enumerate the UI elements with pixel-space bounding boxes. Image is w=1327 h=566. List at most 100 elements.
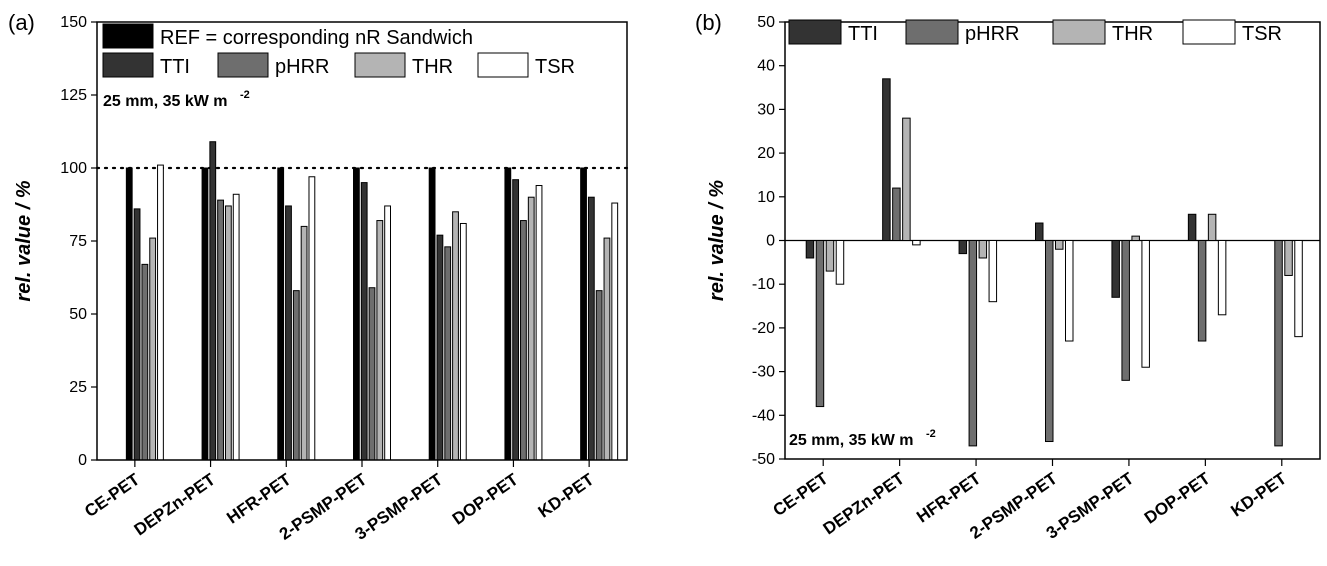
panel-label-b: (b) [695,10,722,35]
bar-a-hfr-pet-phrr [292,290,300,461]
y-tick-label-a: 150 [60,14,87,31]
legend-label-ref: REF = corresponding nR Sandwich [160,27,473,49]
bar-b-2-psmp-pet-phrr [1045,240,1054,443]
bar-a-2-psmp-pet-phrr [368,287,376,461]
bar-a-hfr-pet-thr [300,225,308,461]
x-tick-label-a-ce-pet: CE-PET [81,469,143,521]
y-tick-label-b: -30 [752,364,775,381]
y-tick-label-a: 100 [60,160,87,177]
bar-b-depzn-pet-thr [902,117,911,241]
bar-b-hfr-pet-tti [958,240,968,255]
bar-a-ce-pet-tsr [157,164,164,461]
annotation-a: 25 mm, 35 kW m [103,93,228,110]
bar-a-hfr-pet-ref [277,167,285,461]
bar-a-dop-pet-phrr [520,220,527,461]
y-tick-label-b: 50 [757,14,775,31]
x-tick-label-a-dop-pet: DOP-PET [449,469,522,528]
bar-a-ce-pet-phrr [141,263,149,461]
legend-swatch-b-tti [788,19,842,45]
bar-a-depzn-pet-tsr [232,193,240,461]
bar-a-depzn-pet-thr [224,205,232,461]
legend-swatch-b-phrr [905,19,959,45]
bar-b-depzn-pet-tti [882,78,891,241]
bar-a-2-psmp-pet-thr [376,220,384,461]
bar-a-dop-pet-tsr [535,185,543,461]
x-tick-label-b-depzn-pet: DEPZn-PET [820,468,909,538]
annotation-a-sup: -2 [240,89,250,101]
bar-a-hfr-pet-tsr [308,176,316,461]
x-tick-label-b-ce-pet: CE-PET [770,468,832,520]
x-tick-label-b-dop-pet: DOP-PET [1141,468,1214,527]
legend-label-b-thr: THR [1112,23,1153,45]
bar-b-2-psmp-pet-thr [1055,240,1064,250]
bar-b-depzn-pet-tsr [912,240,921,246]
bar-a-3-psmp-pet-thr [452,211,459,461]
bar-a-2-psmp-pet-tti [360,182,368,461]
y-tick-label-a: 75 [69,233,87,250]
bar-b-dop-pet-tti [1187,213,1197,241]
bar-b-hfr-pet-phrr [968,240,978,447]
bar-a-depzn-pet-ref [201,167,209,461]
bar-b-2-psmp-pet-tsr [1065,240,1074,342]
legend-swatch-b-tsr [1182,19,1236,45]
y-tick-label-b: -40 [752,407,775,424]
chart-a: (a)rel. value / %0255075100125150CE-PETD… [8,10,629,544]
bar-a-depzn-pet-phrr [217,199,224,461]
bar-b-3-psmp-pet-thr [1131,235,1140,242]
x-tick-label-b-hfr-pet: HFR-PET [913,468,985,526]
y-tick-label-b: 10 [757,189,775,206]
bar-a-2-psmp-pet-tsr [384,205,392,461]
bar-a-kd-pet-phrr [595,290,603,461]
bar-a-ce-pet-tti [133,208,141,461]
bar-a-ce-pet-ref [125,167,133,461]
bar-b-dop-pet-tsr [1217,240,1227,316]
bar-b-kd-pet-thr [1284,240,1293,276]
y-axis-label-a: rel. value / % [13,180,35,301]
y-tick-label-a: 25 [69,379,87,396]
bar-b-kd-pet-tsr [1294,240,1303,338]
bar-a-3-psmp-pet-ref [428,167,436,461]
y-tick-label-b: 20 [757,145,775,162]
x-tick-label-a-depzn-pet: DEPZn-PET [131,469,220,539]
bar-a-2-psmp-pet-ref [353,167,360,461]
y-tick-label-b: 0 [766,233,775,250]
legend-swatch-ref [102,23,154,49]
annotation-b: 25 mm, 35 kW m [789,432,914,449]
x-tick-label-a-hfr-pet: HFR-PET [223,469,295,527]
bar-b-dop-pet-phrr [1197,240,1207,342]
y-tick-label-b: -50 [752,451,775,468]
bar-a-dop-pet-tti [512,179,520,461]
y-tick-label-b: -20 [752,320,775,337]
bar-a-kd-pet-ref [580,167,587,461]
bar-a-dop-pet-ref [504,167,512,461]
bar-a-kd-pet-thr [603,237,611,461]
bar-a-3-psmp-pet-tsr [459,222,467,461]
legend-label-b-tsr: TSR [1242,23,1282,45]
plot-frame-a [96,21,628,461]
legend-swatch-tti [102,52,154,78]
bar-a-ce-pet-thr [149,237,157,461]
legend-label-tti: TTI [160,56,190,78]
legend-swatch-b-thr [1052,19,1106,45]
y-tick-label-b: 30 [757,101,775,118]
bar-a-depzn-pet-tti [209,141,217,461]
legend-label-b-phrr: pHRR [965,23,1019,45]
bar-b-3-psmp-pet-tti [1111,240,1120,298]
legend-swatch-phrr [217,52,269,78]
y-tick-label-a: 0 [78,452,87,469]
legend-label-tsr: TSR [535,56,575,78]
bar-b-depzn-pet-phrr [892,187,901,241]
bar-b-3-psmp-pet-tsr [1141,240,1150,368]
bar-b-hfr-pet-thr [978,240,988,259]
legend-swatch-thr [354,52,406,78]
bar-b-dop-pet-thr [1207,213,1217,241]
bar-b-kd-pet-phrr [1274,240,1283,447]
bar-b-ce-pet-phrr [815,240,825,408]
legend-label-thr: THR [412,56,453,78]
bar-a-kd-pet-tti [587,196,595,461]
x-tick-label-a-kd-pet: KD-PET [535,469,598,521]
y-tick-label-a: 50 [69,306,87,323]
bar-b-ce-pet-thr [825,240,835,272]
x-tick-label-b-kd-pet: KD-PET [1227,468,1290,520]
